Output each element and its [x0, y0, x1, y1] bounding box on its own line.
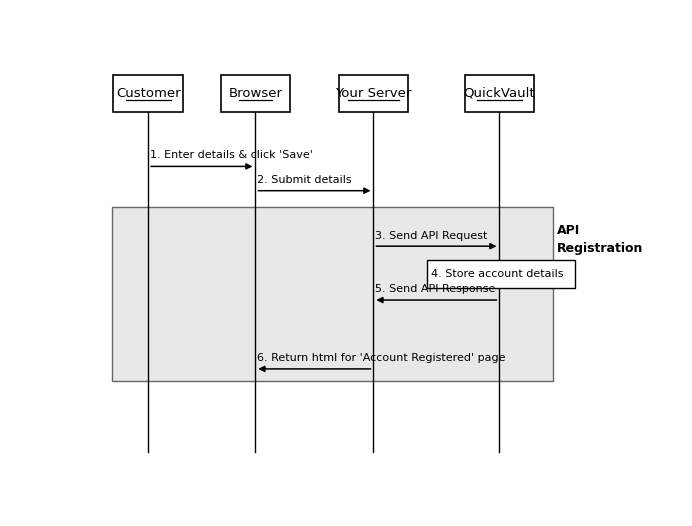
- Bar: [113, 75, 183, 112]
- Bar: [427, 259, 574, 288]
- Text: 2. Submit details: 2. Submit details: [257, 175, 352, 185]
- Bar: [112, 207, 553, 381]
- Text: 3. Send API Request: 3. Send API Request: [375, 230, 487, 240]
- Text: Your Server: Your Server: [335, 87, 412, 100]
- Text: Browser: Browser: [228, 87, 282, 100]
- Text: Customer: Customer: [116, 87, 181, 100]
- Text: 1. Enter details & click 'Save': 1. Enter details & click 'Save': [149, 150, 313, 160]
- Text: 5. Send API Response: 5. Send API Response: [375, 285, 495, 295]
- Bar: [221, 75, 291, 112]
- Bar: [338, 75, 408, 112]
- Bar: [464, 75, 534, 112]
- Text: 6. Return html for 'Account Registered' page: 6. Return html for 'Account Registered' …: [257, 353, 506, 363]
- Text: API
Registration: API Registration: [557, 224, 644, 255]
- Text: QuickVault: QuickVault: [464, 87, 536, 100]
- Text: 4. Store account details: 4. Store account details: [431, 269, 564, 279]
